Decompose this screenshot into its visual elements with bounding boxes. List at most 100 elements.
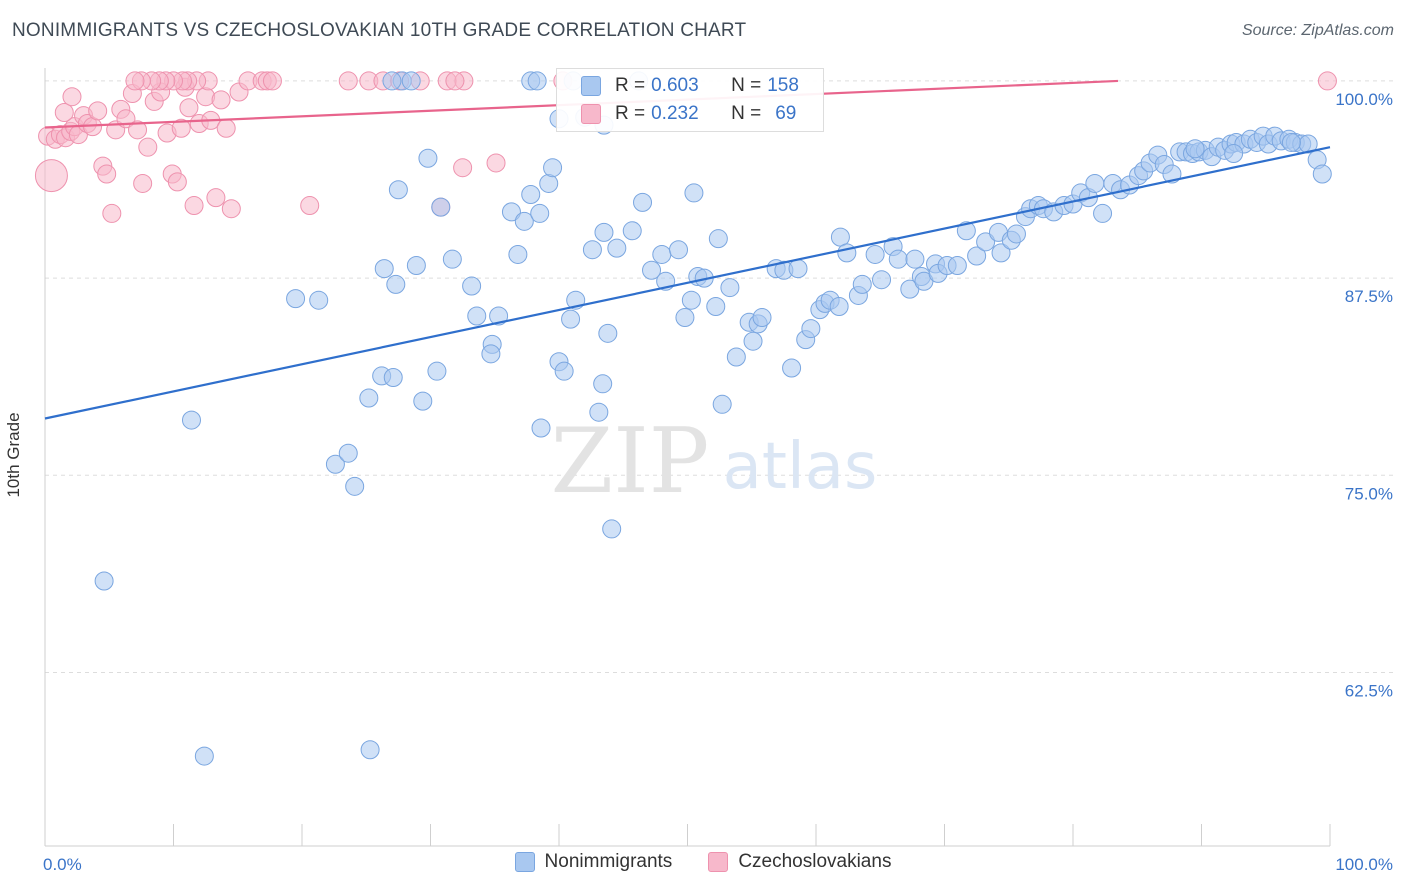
nonimmigrants-point: [622, 221, 642, 241]
nonimmigrants-point: [602, 519, 622, 539]
legend-row-nonimmigrants: R = 0.603 N = 158: [581, 73, 799, 99]
nonimmigrants-point: [633, 192, 653, 212]
nonimmigrants-point: [554, 361, 574, 381]
nonimmigrants-point: [462, 276, 482, 296]
czechoslovakians-point: [128, 120, 148, 140]
legend-n-label: N =: [731, 75, 762, 96]
czechoslovakians-point: [133, 173, 153, 193]
czechoslovakians-point: [1317, 71, 1337, 91]
nonimmigrants-point: [508, 244, 528, 264]
nonimmigrants-point: [872, 270, 892, 290]
nonimmigrants-point: [743, 331, 763, 351]
nonimmigrants-point: [976, 232, 996, 252]
nonimmigrants-point: [752, 308, 772, 328]
nonimmigrants-point: [181, 410, 201, 430]
nonimmigrants-point: [1093, 203, 1113, 223]
nonimmigrants-point: [521, 185, 541, 205]
nonimmigrants-point: [286, 289, 306, 309]
watermark-zip: ZIP: [551, 409, 710, 514]
nonimmigrants-point: [360, 740, 380, 760]
czechoslovakians-point: [216, 118, 236, 138]
nonimmigrants-point: [652, 244, 672, 264]
nonimmigrants-point: [489, 306, 509, 326]
watermark: ZIP atlas: [551, 409, 878, 514]
legend-item-czechoslovakians[interactable]: Czechoslovakians: [708, 851, 891, 873]
nonimmigrants-point: [1085, 173, 1105, 193]
nonimmigrants-point: [837, 243, 857, 263]
czechoslovakians-point: [262, 71, 282, 91]
czechoslovakians-point: [102, 203, 122, 223]
nonimmigrants-point: [359, 388, 379, 408]
nonimmigrants-point: [388, 180, 408, 200]
legend-label-czechoslovakians: Czechoslovakians: [738, 851, 892, 872]
correlation-legend: R = 0.603 N = 158 R = 0.232 N = 69: [556, 68, 824, 132]
czechoslovakians-point: [179, 98, 199, 118]
nonimmigrants-point: [325, 454, 345, 474]
nonimmigrants-point: [991, 243, 1011, 263]
nonimmigrants-point: [681, 290, 701, 310]
legend-item-nonimmigrants[interactable]: Nonimmigrants: [514, 851, 673, 873]
czechoslovakians-point: [338, 71, 358, 91]
nonimmigrants-point: [374, 259, 394, 279]
nonimmigrants-point: [888, 249, 908, 269]
x-tick-label: 100.0%: [1335, 855, 1393, 874]
legend-r-label: R =: [615, 75, 646, 96]
nonimmigrants-point: [1006, 224, 1026, 244]
nonimmigrants-point: [782, 358, 802, 378]
nonimmigrants-point: [598, 323, 618, 343]
nonimmigrants-point: [386, 274, 406, 294]
czechoslovakians-point: [34, 159, 68, 193]
nonimmigrants-point: [1224, 143, 1244, 163]
watermark-atlas: atlas: [723, 430, 878, 504]
czechoslovakians-point: [445, 71, 465, 91]
nonimmigrants-point: [338, 443, 358, 463]
tick-labels: 62.5% 75.0% 87.5% 100.0% 0.0% 100.0%: [43, 90, 1393, 874]
legend-label-nonimmigrants: Nonimmigrants: [544, 851, 673, 872]
nonimmigrants-point: [582, 240, 602, 260]
nonimmigrants-point: [852, 274, 872, 294]
legend-r-value: 0.232: [651, 103, 699, 124]
czechoslovakians-point: [211, 90, 231, 110]
nonimmigrants-point: [1185, 139, 1205, 159]
legend-row-czechoslovakians: R = 0.232 N = 69: [581, 101, 796, 127]
x-tick-label: 0.0%: [43, 855, 82, 874]
y-tick-label: 100.0%: [1335, 90, 1393, 109]
legend-swatch-pink: [708, 852, 729, 872]
nonimmigrants-point: [406, 255, 426, 275]
nonimmigrants-point: [720, 278, 740, 298]
nonimmigrants-point: [539, 173, 559, 193]
nonimmigrants-point: [669, 240, 689, 260]
legend-r-value: 0.603: [651, 75, 699, 96]
nonimmigrants-point: [345, 476, 365, 496]
nonimmigrants-points: [94, 71, 1332, 766]
nonimmigrants-point: [530, 203, 550, 223]
chart-source: Source: ZipAtlas.com: [1241, 22, 1394, 39]
y-tick-label: 62.5%: [1345, 681, 1393, 700]
czechoslovakians-point: [88, 101, 108, 121]
czechoslovakians-point: [196, 87, 216, 107]
czechoslovakians-point: [453, 158, 473, 178]
nonimmigrants-point: [401, 71, 421, 91]
nonimmigrants-point: [956, 221, 976, 241]
legend-swatch-pink: [581, 104, 601, 124]
czechoslovakians-point: [167, 172, 187, 192]
nonimmigrants-point: [194, 746, 214, 766]
y-tick-label: 75.0%: [1345, 484, 1393, 503]
nonimmigrants-point: [708, 229, 728, 249]
nonimmigrants-point: [712, 394, 732, 414]
czechoslovakians-point: [486, 153, 506, 173]
czechoslovakians-point: [62, 87, 82, 107]
nonimmigrants-point: [413, 391, 433, 411]
nonimmigrants-point: [967, 246, 987, 266]
czechoslovakians-point: [54, 102, 74, 122]
y-tick-label: 87.5%: [1345, 287, 1393, 306]
czechoslovakians-point: [206, 188, 226, 208]
legend-n-value: 69: [775, 103, 797, 124]
czechoslovakians-point: [138, 137, 158, 157]
nonimmigrants-point: [947, 255, 967, 275]
nonimmigrants-point: [865, 244, 885, 264]
legend-r-label: R =: [615, 103, 646, 124]
nonimmigrants-point: [527, 71, 547, 91]
czechoslovakians-point: [125, 71, 145, 91]
